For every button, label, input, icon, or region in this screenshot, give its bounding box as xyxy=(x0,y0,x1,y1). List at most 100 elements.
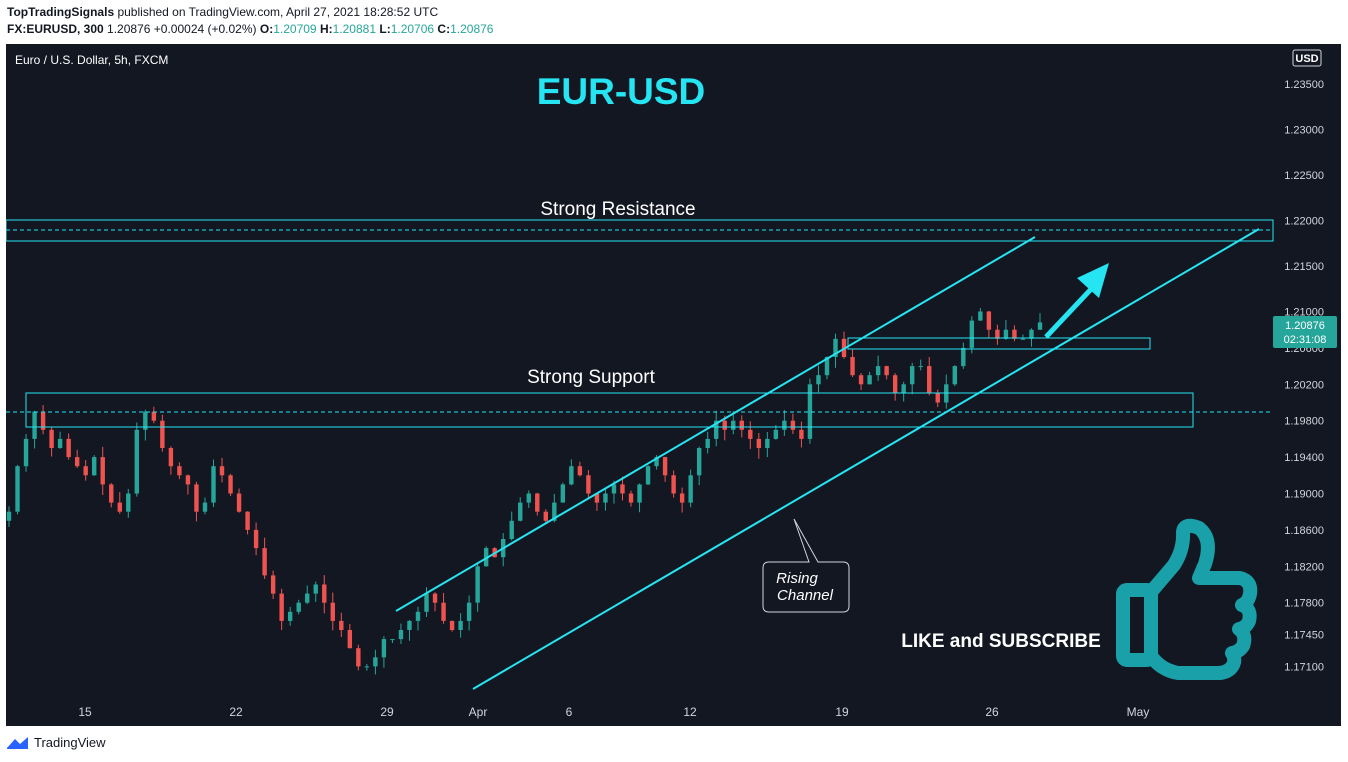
time-axis[interactable]: 15 22 29 Apr 6 12 19 26 May xyxy=(78,705,1149,719)
price-tick-label: 1.23000 xyxy=(1284,125,1324,137)
candle-body xyxy=(637,484,642,503)
candle-body xyxy=(1012,329,1017,339)
candle-body xyxy=(611,484,617,494)
candle-body xyxy=(909,366,915,385)
price-tick-label: 1.19000 xyxy=(1284,489,1324,501)
candle-body xyxy=(816,375,821,385)
chart-title: EUR-USD xyxy=(537,71,706,112)
candle-body xyxy=(390,639,395,641)
resistance-label: Strong Resistance xyxy=(540,199,695,220)
thumbs-up-icon xyxy=(1116,518,1258,680)
candle-body xyxy=(296,602,301,612)
chart-frame[interactable]: Rising Channel Euro / U.S. Dollar, 5h, F… xyxy=(5,44,1341,726)
candle-body xyxy=(1037,322,1043,330)
channel-upper-line[interactable] xyxy=(395,236,1036,612)
candle-body xyxy=(628,493,634,503)
candle-body xyxy=(126,493,131,512)
last-price: 1.20876 xyxy=(107,22,151,36)
candle-body xyxy=(509,520,514,539)
consolidation-box[interactable] xyxy=(847,337,1151,350)
candle-body xyxy=(594,493,600,503)
tradingview-logo[interactable]: TradingView xyxy=(6,735,106,750)
candle-body xyxy=(381,639,387,658)
candle-body xyxy=(935,393,940,403)
high-label: H: xyxy=(319,22,333,36)
candle-body xyxy=(526,493,531,503)
candle-body xyxy=(1020,338,1026,340)
candle-body xyxy=(313,584,318,594)
candle-body xyxy=(49,429,54,448)
price-tag-countdown: 02:31:08 xyxy=(1284,334,1327,346)
rising-channel-callout[interactable]: Rising Channel xyxy=(762,518,850,613)
candles-layer xyxy=(6,307,1043,675)
candle-body xyxy=(858,375,864,385)
price-tick-label: 1.22500 xyxy=(1284,170,1324,182)
high-value: 1.20881 xyxy=(332,22,377,36)
candle-body xyxy=(679,493,685,503)
price-change: +0.00024 (+0.02%) xyxy=(153,22,257,36)
price-tick-label: 1.23500 xyxy=(1284,79,1324,91)
candle-body xyxy=(662,457,668,476)
candle-body xyxy=(245,511,250,530)
price-tick-label: 1.22000 xyxy=(1284,216,1324,228)
candle-body xyxy=(339,620,344,630)
currency-badge-text: USD xyxy=(1295,53,1318,65)
candle-body xyxy=(236,493,242,512)
callout-line-1: Rising xyxy=(776,570,818,587)
candle-body xyxy=(799,429,804,439)
publish-info: TopTradingSignals published on TradingVi… xyxy=(7,5,438,19)
candle-body xyxy=(884,366,889,376)
author-name[interactable]: TopTradingSignals xyxy=(7,5,115,19)
price-tag-value: 1.20876 xyxy=(1285,320,1325,332)
candle-body xyxy=(398,630,404,640)
candle-body xyxy=(671,475,676,494)
symbol-label: FX:EURUSD, 300 xyxy=(7,22,104,36)
symbol-description: Euro / U.S. Dollar, 5h, FXCM xyxy=(15,53,168,67)
candle-body xyxy=(1029,329,1034,339)
candle-body xyxy=(867,375,872,385)
candle-body xyxy=(441,602,446,621)
candle-body xyxy=(620,484,625,494)
open-label: O: xyxy=(259,22,274,36)
candle-body xyxy=(892,375,898,394)
price-axis[interactable]: 1.23500 1.23000 1.22500 1.22000 1.21500 1.210… xyxy=(1284,79,1324,673)
time-tick-label: 19 xyxy=(835,705,849,719)
candle-body xyxy=(23,438,29,467)
price-tick-label: 1.19800 xyxy=(1284,416,1324,428)
candle-body xyxy=(475,566,480,603)
candle-body xyxy=(287,611,293,621)
open-value: 1.20709 xyxy=(273,22,317,36)
candle-body xyxy=(134,429,140,494)
candle-body xyxy=(117,502,122,512)
candle-body xyxy=(969,320,975,348)
channel-lower-line[interactable] xyxy=(472,228,1260,690)
up-arrow[interactable] xyxy=(1044,263,1109,339)
time-tick-label: 15 xyxy=(78,705,92,719)
currency-badge[interactable]: USD xyxy=(1292,49,1322,67)
candle-body xyxy=(185,475,191,485)
candle-body xyxy=(765,438,770,448)
candle-body xyxy=(228,475,233,494)
support-label: Strong Support xyxy=(527,367,656,388)
candle-body xyxy=(790,420,796,430)
candle-body xyxy=(211,466,216,503)
callout-line-2: Channel xyxy=(777,587,834,604)
candle-body xyxy=(32,411,37,439)
candle-body xyxy=(109,484,114,503)
candle-body xyxy=(654,457,659,467)
candle-body xyxy=(696,448,702,476)
candle-body xyxy=(262,548,267,576)
candle-body xyxy=(364,666,370,668)
candle-body xyxy=(458,620,463,630)
candle-body xyxy=(586,475,591,494)
chart-canvas[interactable]: Rising Channel Euro / U.S. Dollar, 5h, F… xyxy=(5,44,1341,726)
close-value: 1.20876 xyxy=(450,22,494,36)
candle-body xyxy=(773,429,779,439)
candle-body xyxy=(807,384,813,439)
support-zone[interactable] xyxy=(25,392,1194,428)
candle-body xyxy=(305,593,310,603)
time-tick-label: 29 xyxy=(380,705,394,719)
candle-body xyxy=(270,575,276,594)
candle-body xyxy=(986,311,992,330)
candle-body xyxy=(833,338,838,357)
